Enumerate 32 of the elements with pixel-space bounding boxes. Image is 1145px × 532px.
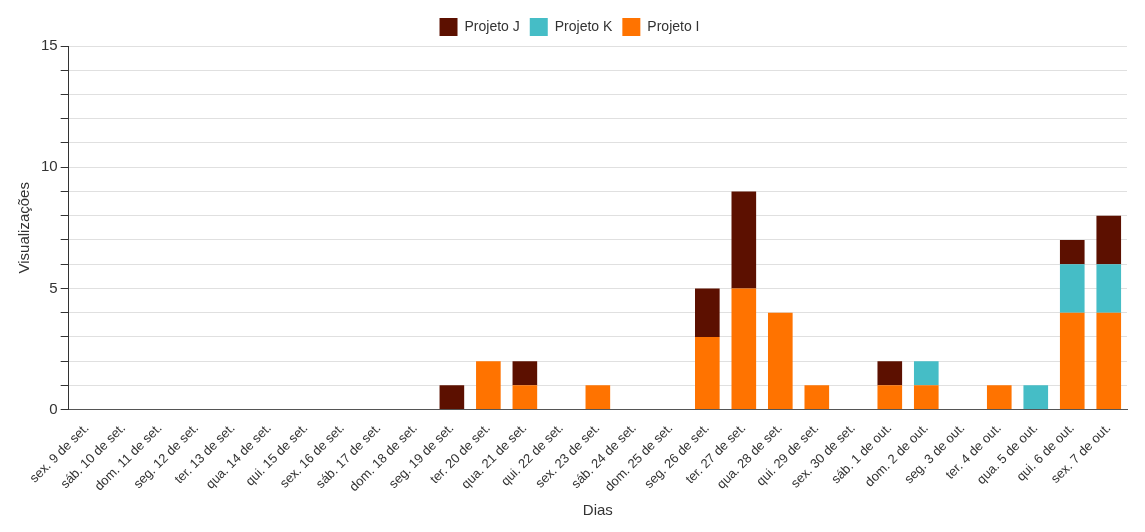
- bar: [877, 361, 903, 386]
- bar: [1059, 312, 1085, 410]
- bar: [731, 191, 757, 289]
- bar: [512, 361, 538, 386]
- bar: [731, 288, 757, 410]
- bar: [767, 312, 793, 410]
- bar: [695, 336, 720, 410]
- bar: [476, 361, 501, 410]
- y-axis-title: Visualizações: [15, 182, 33, 274]
- bar: [512, 385, 538, 410]
- bar: [913, 385, 939, 410]
- bar: [986, 385, 1012, 410]
- bar: [1096, 264, 1122, 313]
- legend-label: Projeto I: [647, 17, 700, 34]
- bar: [585, 385, 611, 410]
- bar: [804, 385, 830, 410]
- x-axis-title: Dias: [582, 501, 613, 519]
- legend-label: Projeto K: [554, 17, 614, 34]
- bar: [1023, 385, 1049, 410]
- bar: [877, 385, 903, 410]
- y-tick-label: 10: [41, 157, 58, 175]
- bar: [1096, 215, 1122, 265]
- bar: [695, 288, 720, 337]
- y-tick-label: 15: [41, 36, 58, 54]
- y-tick-label: 0: [49, 399, 58, 417]
- bar: [439, 385, 465, 410]
- legend-label: Projeto J: [464, 17, 520, 34]
- bar: [1096, 312, 1122, 410]
- bar: [1059, 239, 1085, 265]
- bar: [913, 361, 939, 386]
- y-tick-label: 5: [49, 278, 58, 296]
- bar: [1059, 264, 1085, 313]
